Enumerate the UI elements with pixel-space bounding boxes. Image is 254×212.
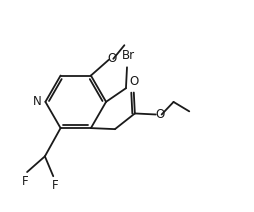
Text: F: F — [52, 179, 59, 192]
Text: O: O — [155, 108, 164, 121]
Text: Br: Br — [121, 49, 135, 62]
Text: F: F — [22, 175, 28, 188]
Text: O: O — [107, 52, 116, 65]
Text: O: O — [129, 75, 138, 88]
Text: N: N — [33, 95, 42, 108]
